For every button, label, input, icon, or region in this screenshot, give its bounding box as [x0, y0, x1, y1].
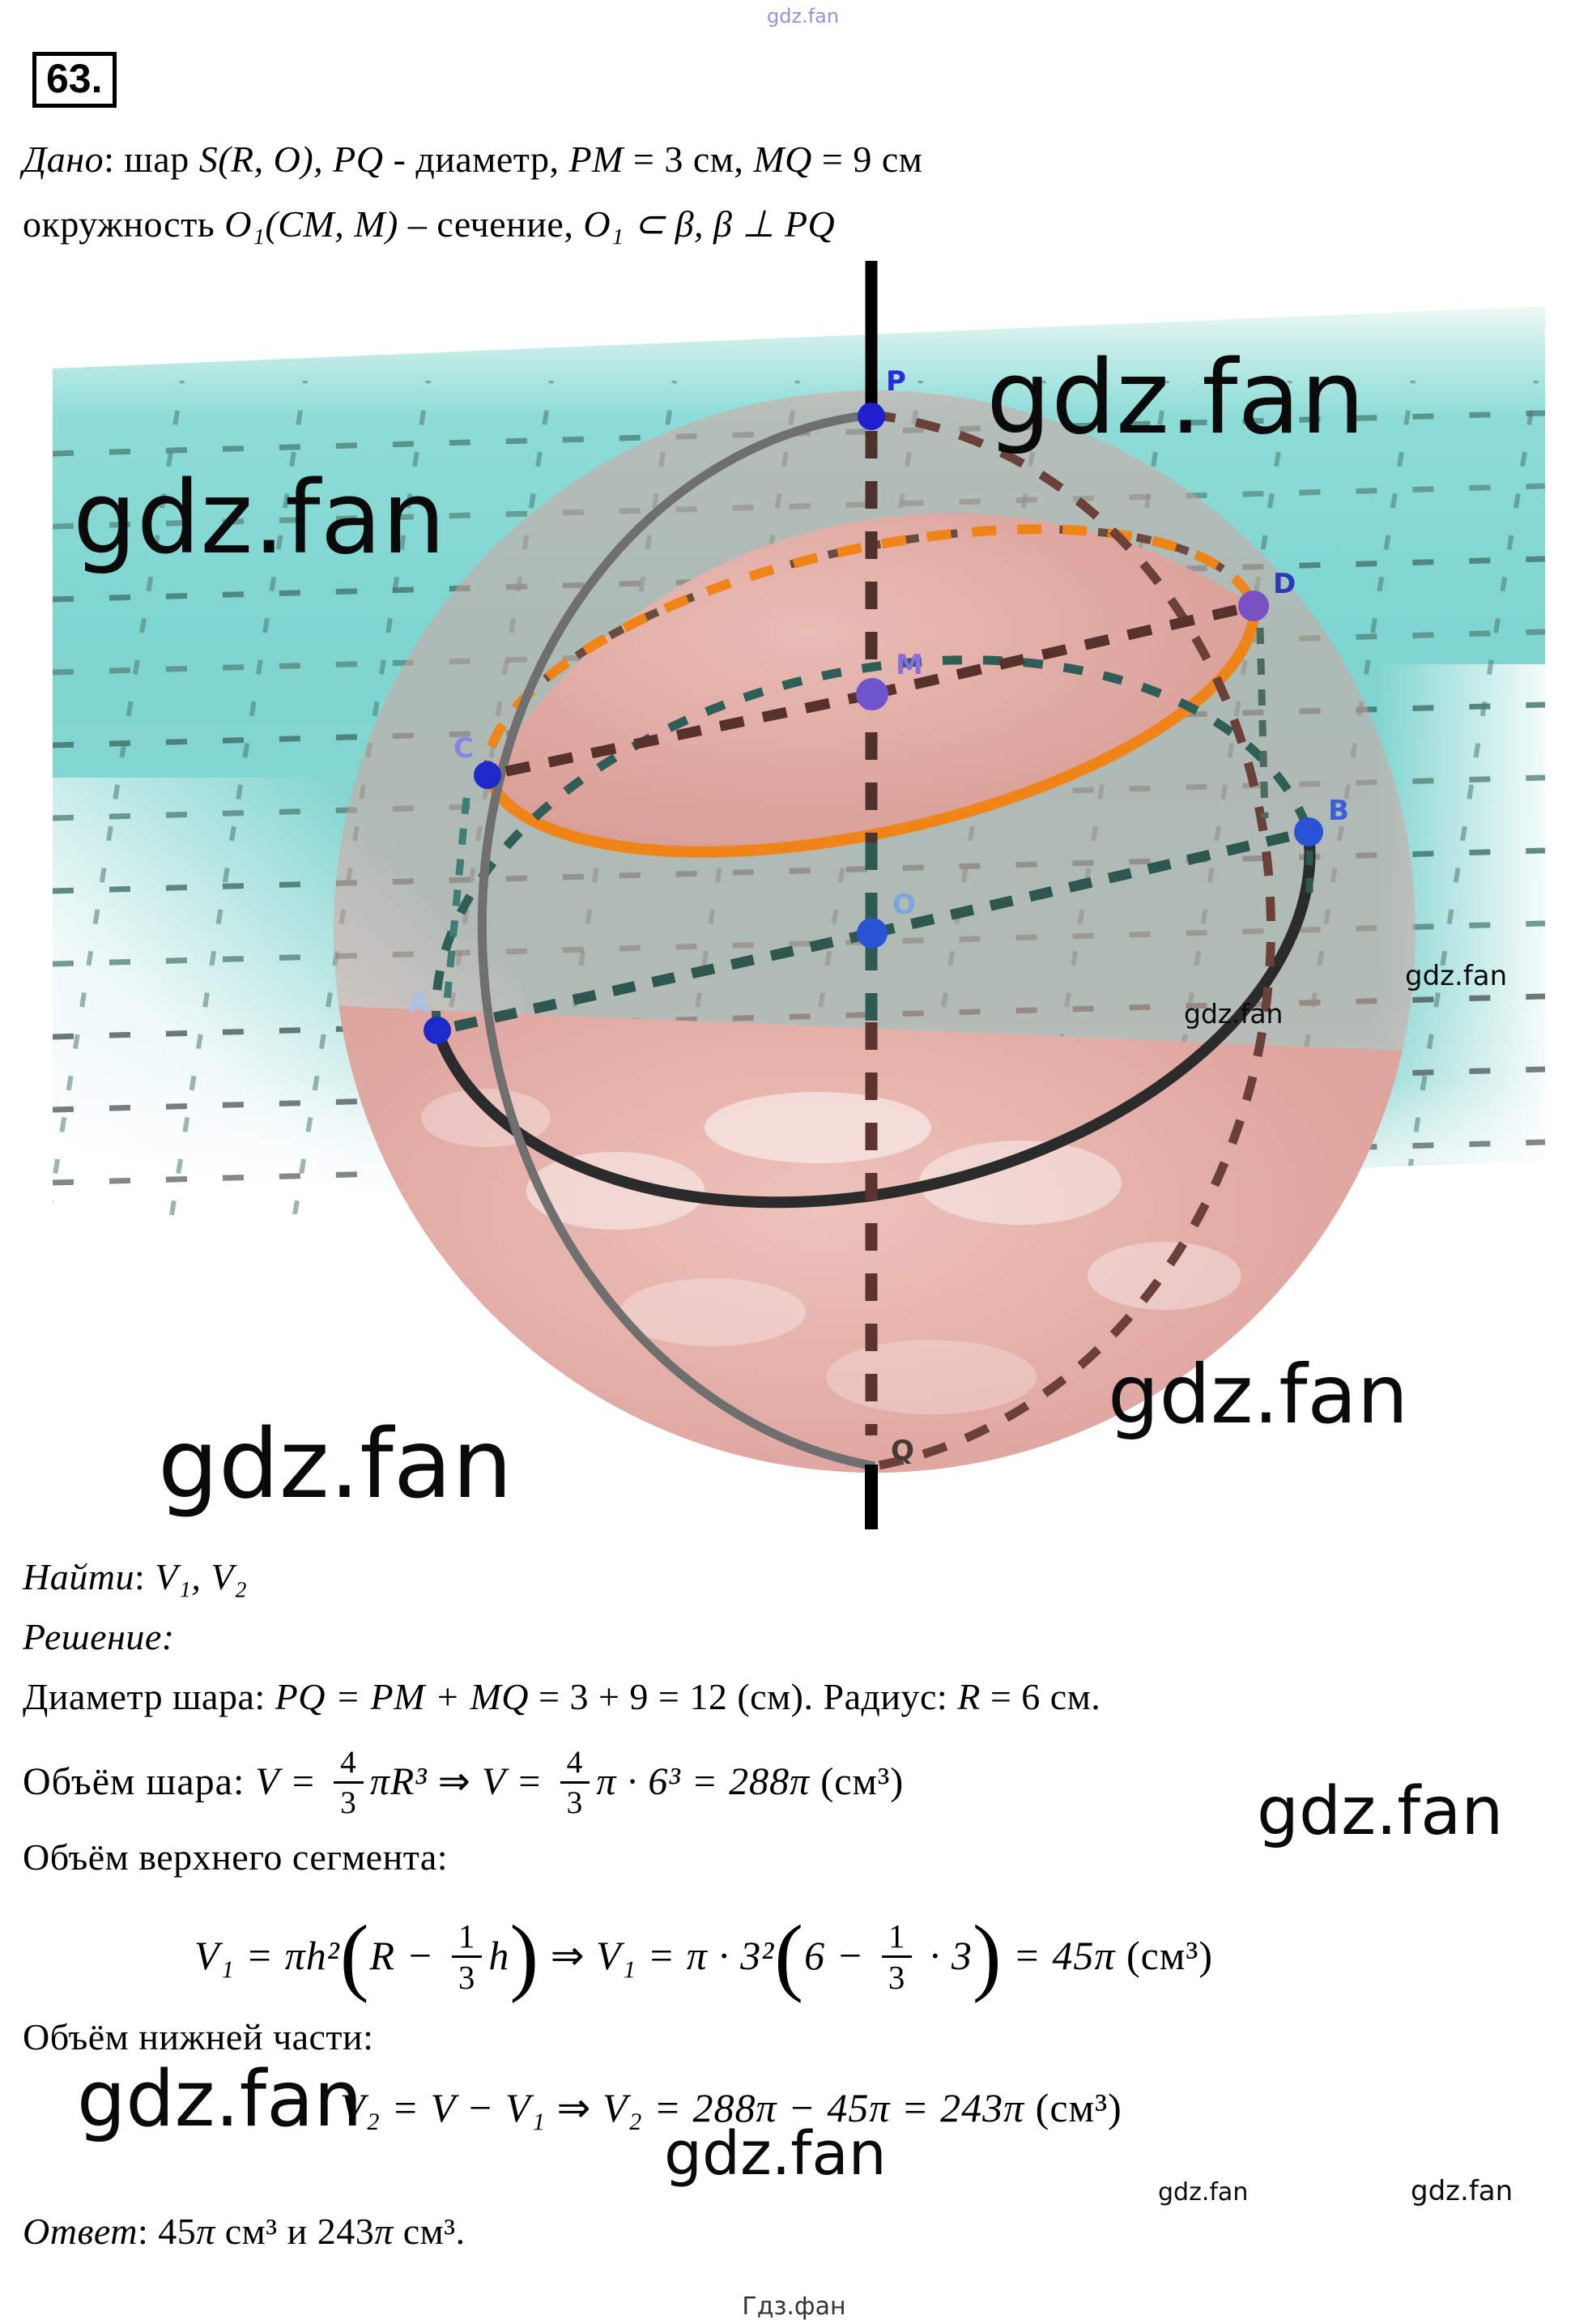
watermark: gdz.fan — [158, 1408, 513, 1520]
footer-site-name: Гдз.фан — [742, 2292, 846, 2321]
point-A — [424, 1017, 451, 1044]
implies-arrow: ⇒ — [545, 2085, 602, 2130]
v2-formula: V₂ = V − V₁ ⇒ V₂ = 288π − 45π = 243π (см… — [340, 2085, 1122, 2130]
point-M — [856, 678, 888, 710]
watermark: gdz.fan — [1411, 2175, 1513, 2207]
watermark: gdz.fan — [767, 5, 840, 28]
find-label: Найти — [23, 1556, 134, 1597]
label-P: P — [886, 365, 906, 398]
watermark: gdz.fan — [986, 338, 1365, 457]
segment-OB — [871, 826, 1310, 939]
lower-volume-label: Объём нижней части: — [23, 2016, 374, 2057]
watermark: gdz.fan — [664, 2119, 887, 2189]
label-C: C — [453, 732, 474, 765]
segment-MC — [486, 689, 874, 781]
watermark: gdz.fan — [73, 460, 446, 577]
given-line-2: окружность O₁(CM, M) – сечение, O₁ ⊂ β, … — [23, 203, 836, 245]
diameter-line: Диаметр шара: PQ = PM + MQ = 3 + 9 = 12 … — [23, 1676, 1101, 1717]
big-paren: ) — [509, 1907, 540, 2004]
given-label: Дано — [23, 139, 104, 180]
label-M: M — [896, 649, 923, 681]
point-O — [857, 918, 888, 949]
label-Q: Q — [891, 1435, 914, 1467]
answer-line: Ответ: 45π см³ и 243π см³. — [23, 2211, 466, 2252]
segment-MD — [871, 600, 1255, 700]
watermark: gdz.fan — [1257, 1773, 1504, 1850]
big-paren: ( — [774, 1907, 805, 2004]
implies-arrow: ⇒ — [539, 1933, 597, 1979]
watermark: gdz.fan — [1184, 998, 1284, 1030]
big-paren: ( — [339, 1907, 370, 2004]
label-D: D — [1273, 568, 1296, 600]
big-paren: ) — [972, 1907, 1003, 2004]
drop-C — [443, 797, 470, 1001]
implies-arrow: ⇒ — [427, 1760, 482, 1804]
label-B: B — [1328, 795, 1349, 827]
equator-front — [432, 831, 1316, 1209]
drop-D — [1256, 627, 1269, 819]
problem-number: 63. — [32, 52, 117, 108]
given-line-1: Дано: шар S(R, O), PQ - диаметр, PM = 3 … — [23, 139, 923, 180]
meridian-left — [477, 410, 875, 1471]
find-line: Найти: V₁, V₂ — [23, 1556, 248, 1597]
segment-volume-label: Объём верхнего сегмента: — [23, 1836, 449, 1878]
label-O: O — [892, 889, 916, 921]
point-D — [1238, 591, 1269, 621]
watermark: gdz.fan — [1405, 960, 1508, 992]
watermark: gdz.fan — [1158, 2178, 1249, 2207]
answer-label: Ответ — [23, 2211, 138, 2252]
label-A: A — [408, 987, 430, 1020]
point-P — [858, 403, 885, 430]
point-B — [1294, 817, 1323, 846]
point-C — [474, 761, 501, 789]
solution-label: Решение: — [23, 1616, 175, 1657]
watermark: gdz.fan — [77, 2055, 363, 2144]
watermark: gdz.fan — [1108, 1347, 1409, 1442]
segment-OA — [436, 927, 874, 1036]
equator-back — [431, 655, 1313, 1031]
